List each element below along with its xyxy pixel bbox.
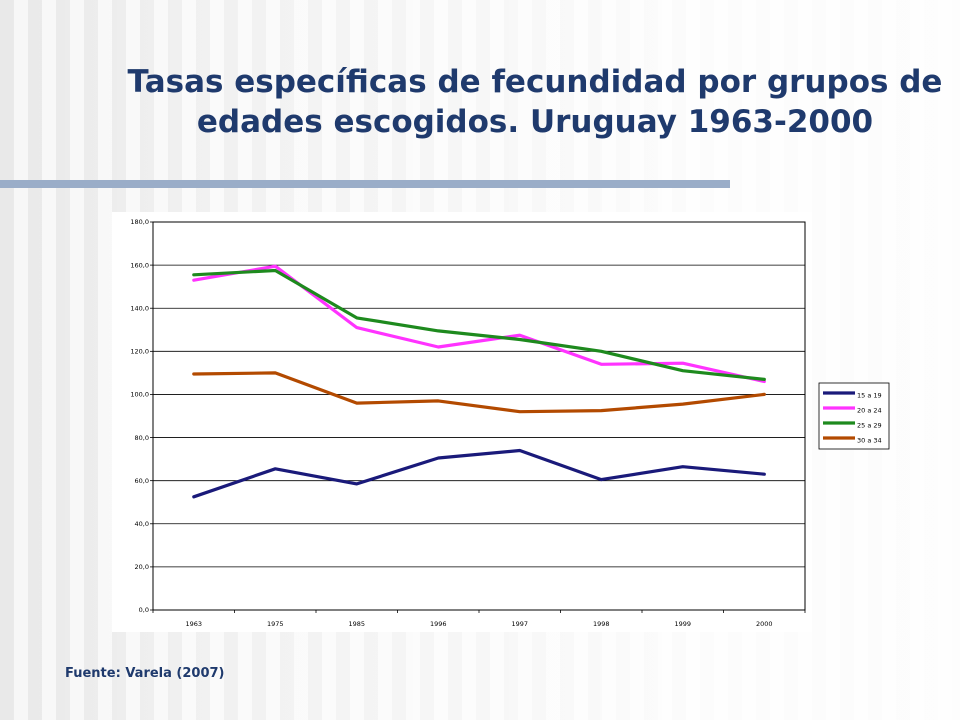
y-tick-label: 40,0 [135, 520, 149, 528]
y-tick-label: 120,0 [130, 348, 149, 356]
series-line-20-a-24 [192, 264, 766, 384]
y-tick-label: 180,0 [130, 218, 149, 226]
legend-label: 20 a 24 [857, 407, 882, 415]
source-note: Fuente: Varela (2007) [65, 666, 225, 681]
series-line-15-a-19 [192, 448, 766, 499]
x-tick-label: 1975 [267, 620, 284, 628]
y-tick-label: 140,0 [130, 304, 149, 312]
plot-frame [152, 221, 806, 611]
x-tick-label: 1997 [511, 620, 528, 628]
y-tick-label: 0,0 [139, 606, 149, 614]
y-tick-label: 20,0 [135, 563, 149, 571]
y-tick-label: 60,0 [135, 477, 149, 485]
x-tick-label: 1998 [593, 620, 610, 628]
y-tick-label: 100,0 [130, 391, 149, 399]
slide-title: Tasas específicas de fecundidad por grup… [127, 64, 943, 140]
x-tick-label: 1996 [430, 620, 447, 628]
series-line-25-a-29 [192, 268, 766, 381]
x-tick-label: 1999 [674, 620, 691, 628]
title-divider [0, 180, 730, 188]
series-line-30-a-34 [192, 371, 766, 414]
y-tick-label: 160,0 [130, 261, 149, 269]
legend-label: 15 a 19 [857, 392, 882, 400]
x-tick-label: 1963 [185, 620, 202, 628]
chart-legend: 15 a 19 20 a 24 25 a 29 30 a 34 [818, 382, 890, 450]
legend-label: 30 a 34 [857, 437, 882, 445]
x-tick-label: 2000 [756, 620, 773, 628]
x-tick-label: 1985 [348, 620, 365, 628]
plot-area: 0,0 20,0 40,0 60,0 80,0 100,0 120,0 140,0 160,0 1… [130, 218, 806, 628]
legend-label: 25 a 29 [857, 422, 882, 430]
y-tick-label: 80,0 [135, 434, 149, 442]
